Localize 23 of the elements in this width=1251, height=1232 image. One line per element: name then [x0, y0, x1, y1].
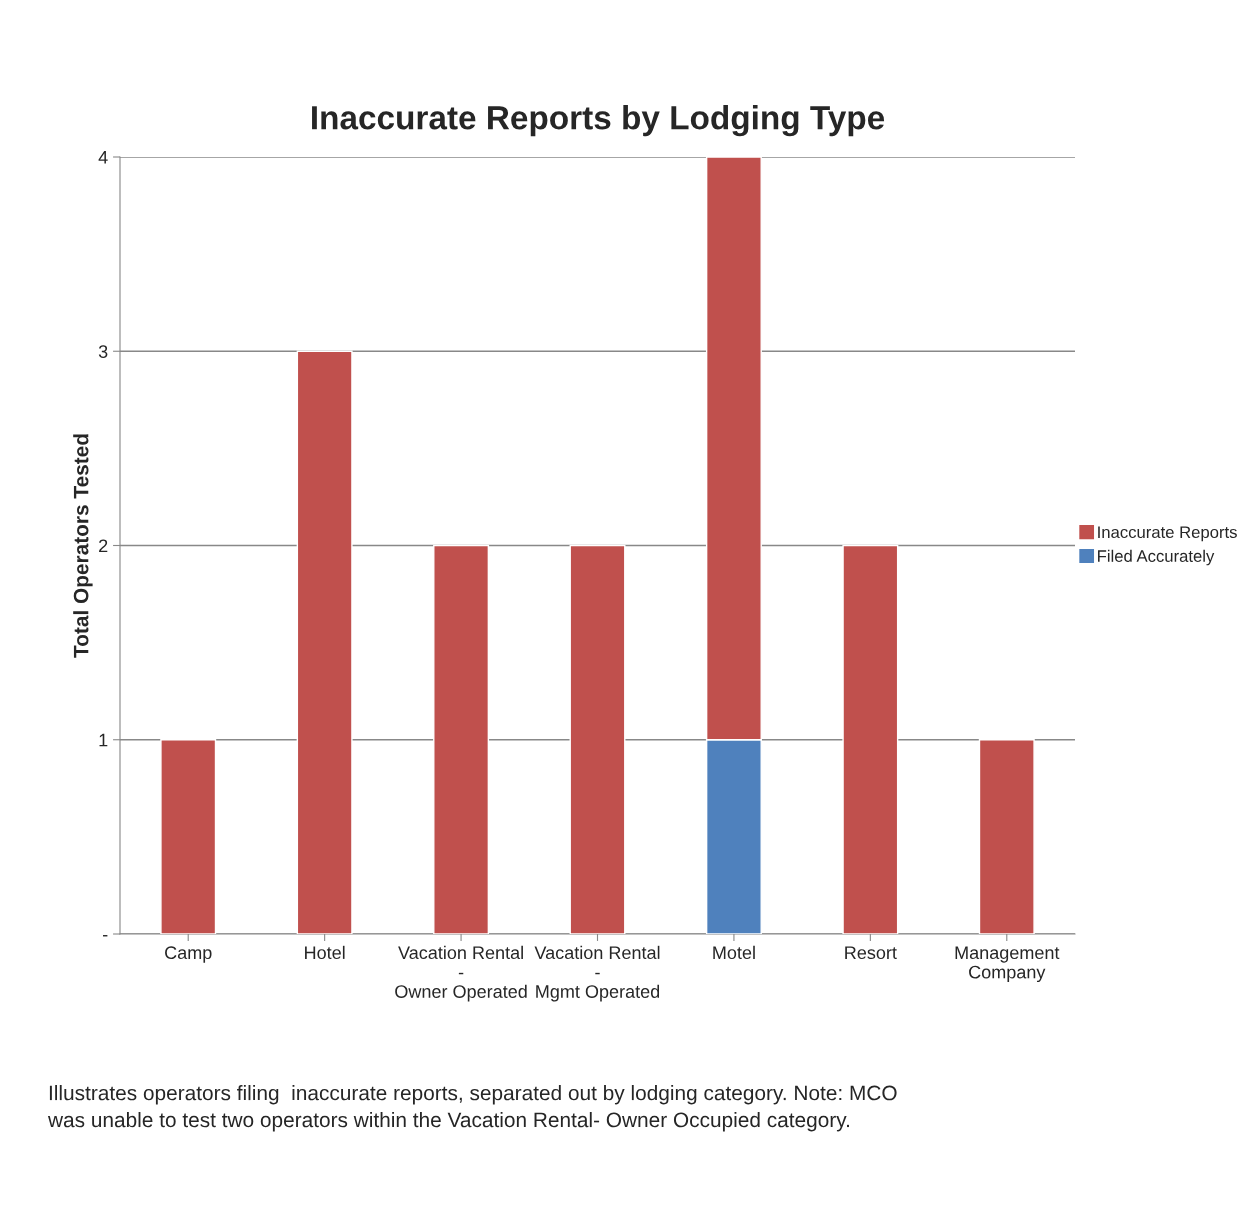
x-tick-label: Management Company	[955, 946, 1060, 983]
y-axis-title: Total Operators Tested	[73, 434, 93, 658]
bar	[978, 739, 1035, 934]
x-tick-label: Vacation Rental - Owner Operated	[395, 945, 527, 1002]
legend-label: Inaccurate Reports	[1098, 526, 1237, 542]
y-tick-label: 3	[98, 345, 108, 358]
bar	[160, 739, 217, 934]
bar	[569, 544, 626, 934]
y-tick-label: -	[102, 935, 108, 937]
x-tick-label: Hotel	[305, 945, 345, 960]
bar	[296, 350, 353, 934]
x-tick-label: Vacation Rental - Mgmt Operated	[534, 945, 660, 1002]
bar	[433, 544, 490, 934]
y-tick-label: 1	[99, 733, 108, 747]
x-tick-label: Camp	[165, 946, 212, 963]
y-tick-label: 4	[98, 151, 108, 164]
text: Illustrates operators filing inaccurate reports, separated out by lodging category. Note: MCO was unable to test two operators within the Vacation Rental- Owner Occupied category.	[47, 1085, 897, 1132]
bar	[842, 544, 899, 934]
x-tick-label: Motel	[713, 945, 755, 960]
chart-title: Inaccurate Reports by Lodging Type	[312, 105, 885, 137]
y-tick-label: 2	[99, 539, 108, 553]
legend-label: Filed Accurately	[1098, 549, 1215, 566]
x-tick-label: Resort	[845, 946, 897, 960]
